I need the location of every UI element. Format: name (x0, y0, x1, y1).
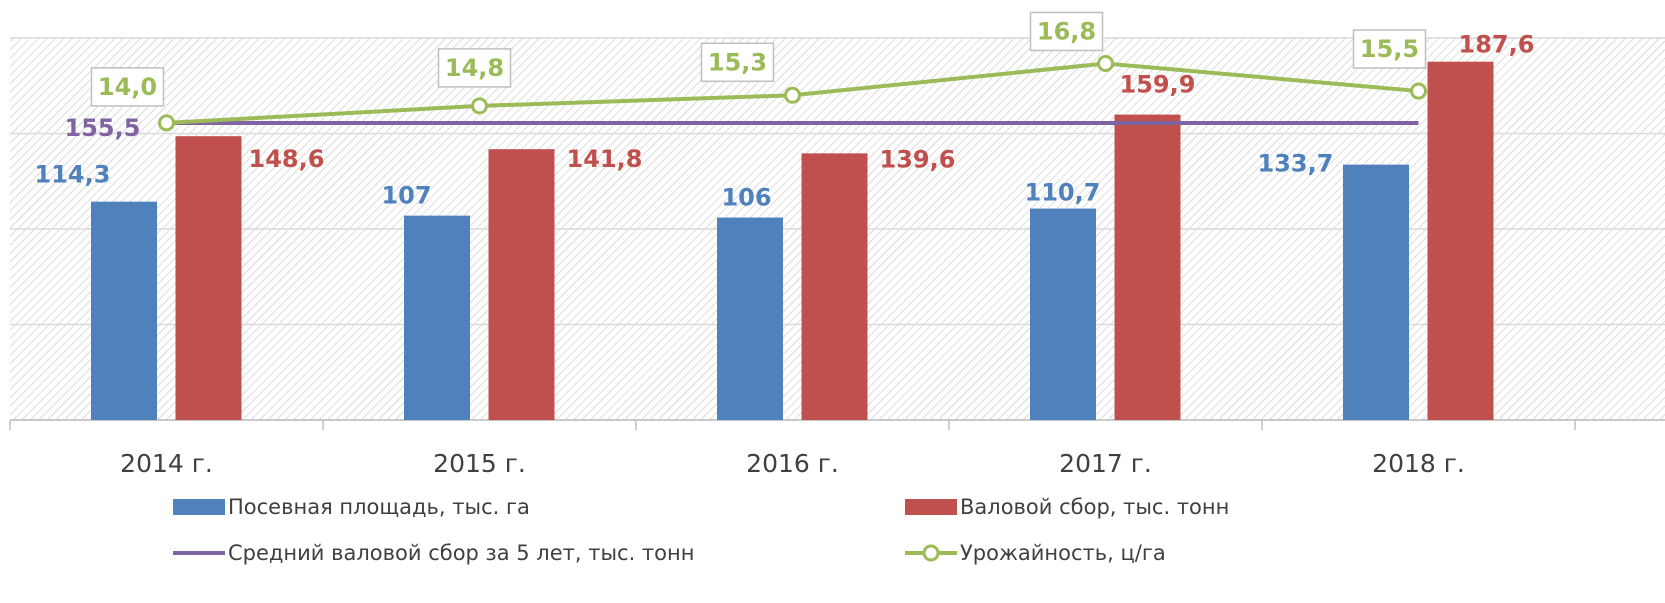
legend-label: Посевная площадь, тыс. га (228, 495, 530, 519)
label-box (437, 48, 512, 88)
x-tick-label: 2015 г. (433, 449, 526, 478)
data-label: 114,3 (35, 161, 111, 189)
data-label: 16,8 (1037, 17, 1096, 45)
bar (404, 215, 470, 420)
data-label: 106 (721, 184, 771, 212)
bar (1030, 208, 1096, 420)
line-marker (1097, 54, 1114, 72)
legend-swatch (173, 499, 225, 515)
bar (175, 136, 242, 420)
data-label: 159,9 (1120, 71, 1196, 99)
data-label: 110,7 (1025, 179, 1101, 207)
line-marker (1410, 82, 1427, 100)
data-label: 133,7 (1258, 150, 1334, 178)
legend-label: Урожайность, ц/га (960, 541, 1166, 565)
legend-swatch (905, 499, 957, 515)
label-box (700, 42, 775, 83)
data-label: 148,6 (249, 145, 325, 173)
data-label: 14,0 (98, 73, 157, 101)
legend-marker (922, 544, 940, 562)
data-label: 155,5 (65, 114, 141, 142)
data-label: 15,3 (708, 48, 767, 76)
data-label: 107 (381, 182, 431, 210)
data-label: 15,5 (1360, 35, 1419, 63)
data-label: 14,8 (445, 54, 504, 82)
data-label: 141,8 (567, 145, 643, 173)
bar (1114, 114, 1181, 420)
label-box (1029, 11, 1104, 52)
bar (717, 217, 783, 420)
data-label: 139,6 (880, 145, 956, 173)
x-tick-label: 2014 г. (120, 449, 213, 478)
legend-label: Валовой сбор, тыс. тонн (960, 495, 1229, 519)
label-box (90, 67, 165, 107)
x-tick-label: 2018 г. (1372, 449, 1465, 478)
line-marker (158, 114, 175, 132)
line-marker (471, 97, 488, 115)
x-tick-label: 2017 г. (1059, 449, 1152, 478)
data-label: 187,6 (1459, 31, 1535, 59)
bar (91, 201, 157, 420)
legend-label: Средний валовой сбор за 5 лет, тыс. тонн (228, 541, 694, 565)
bar (488, 149, 555, 421)
line-marker (784, 86, 801, 104)
label-box (1352, 29, 1427, 69)
bar (1427, 61, 1494, 421)
x-tick-label: 2016 г. (746, 449, 839, 478)
bar (1343, 164, 1409, 420)
bar (801, 153, 868, 420)
